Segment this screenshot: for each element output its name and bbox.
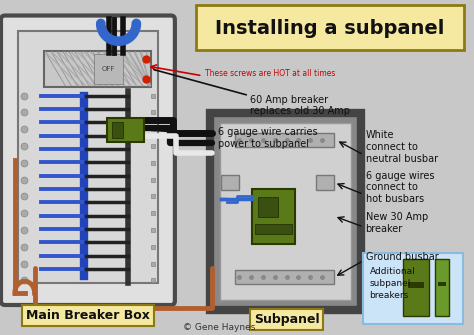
Bar bbox=[221, 175, 239, 190]
Bar bbox=[438, 282, 446, 286]
Text: Installing a subpanel: Installing a subpanel bbox=[215, 19, 445, 38]
Bar bbox=[316, 175, 334, 190]
Text: 6 gauge wires
connect to
hot busbars: 6 gauge wires connect to hot busbars bbox=[365, 171, 434, 204]
Text: Ground busbar: Ground busbar bbox=[365, 252, 438, 262]
FancyBboxPatch shape bbox=[1, 15, 175, 305]
FancyBboxPatch shape bbox=[363, 253, 464, 324]
Text: Main Breaker Box: Main Breaker Box bbox=[26, 309, 150, 322]
Text: White
connect to
neutral busbar: White connect to neutral busbar bbox=[365, 130, 438, 163]
Text: Subpanel: Subpanel bbox=[254, 313, 319, 326]
Bar bbox=[255, 224, 292, 234]
Bar bbox=[107, 118, 144, 142]
Text: © Gene Haynes: © Gene Haynes bbox=[183, 323, 255, 332]
Bar bbox=[94, 54, 124, 84]
Text: 60 Amp breaker
replaces old 30 Amp: 60 Amp breaker replaces old 30 Amp bbox=[250, 94, 350, 116]
Bar bbox=[252, 189, 295, 244]
FancyBboxPatch shape bbox=[196, 5, 465, 50]
Bar bbox=[435, 259, 448, 316]
Text: 6 gauge wire carries
power to subpanel: 6 gauge wire carries power to subpanel bbox=[219, 127, 318, 149]
Bar bbox=[235, 133, 334, 147]
Text: These screws are HOT at all times: These screws are HOT at all times bbox=[204, 69, 335, 78]
Text: OFF: OFF bbox=[102, 66, 115, 72]
Bar bbox=[235, 270, 334, 284]
Text: Additional
subpanel
breakers: Additional subpanel breakers bbox=[370, 267, 415, 299]
Bar bbox=[18, 31, 158, 283]
Bar bbox=[220, 123, 351, 300]
Bar bbox=[258, 197, 278, 217]
Bar bbox=[403, 259, 429, 316]
Bar bbox=[45, 51, 151, 87]
Text: New 30 Amp
breaker: New 30 Amp breaker bbox=[365, 212, 428, 234]
Bar bbox=[408, 282, 424, 288]
FancyBboxPatch shape bbox=[210, 113, 361, 310]
Bar bbox=[112, 122, 124, 138]
